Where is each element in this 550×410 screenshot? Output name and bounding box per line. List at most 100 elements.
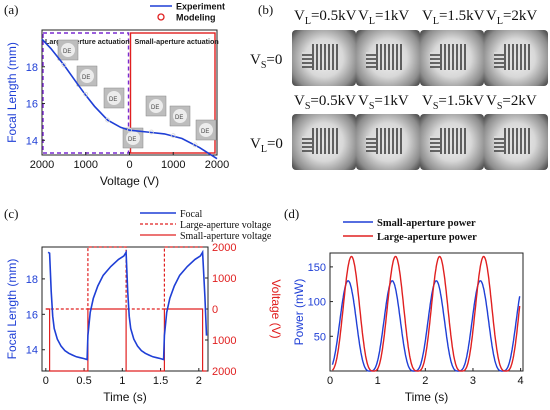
photo-column-label-top: VL=0.5kV xyxy=(294,8,357,27)
x-tick-label-a: 1000 xyxy=(74,159,98,171)
resolution-target xyxy=(312,128,338,154)
x-tick-label-a: 2000 xyxy=(30,159,54,171)
x-tick-label-a: 1000 xyxy=(161,159,185,171)
y-tick-label-c: 16 xyxy=(26,309,38,321)
thumbnail-lens xyxy=(126,131,140,145)
annotation-small-aperture: Small-aperture actuation xyxy=(135,37,219,46)
chart-a: Large-aperture actuation Small-aperture a… xyxy=(5,2,229,189)
x-tick-label-d: 1 xyxy=(375,375,381,387)
y-tick-label-a: 14 xyxy=(26,135,38,147)
thumbnail-text: DE xyxy=(151,105,159,111)
panel-label-a: (a) xyxy=(4,2,19,17)
thumbnail-text: DE xyxy=(63,49,71,55)
y-tick-label-c: 18 xyxy=(26,274,38,286)
photo-column-label-top: VL=1kV xyxy=(358,8,410,27)
x-tick-label-c: 1.5 xyxy=(153,375,168,387)
y-tick-label-a: 16 xyxy=(26,99,38,111)
x-tick-label-c: 0 xyxy=(43,375,49,387)
lens-photo xyxy=(292,114,356,170)
photo-column-label-bottom: VS=1.5kV xyxy=(422,93,484,112)
x-tick-label-d: 4 xyxy=(518,375,524,387)
y2-tick-label-c: 1000 xyxy=(212,335,236,347)
y-tick-label-d: 100 xyxy=(308,297,326,309)
resolution-target xyxy=(312,44,338,70)
modeling-point xyxy=(83,91,89,97)
thumbnail-text: DE xyxy=(201,129,209,135)
x-tick-label-d: 2 xyxy=(422,375,428,387)
thumbnail-lens xyxy=(80,69,94,83)
lens-thumbnail: DE xyxy=(76,65,98,87)
photo-grid: VL=0.5kV VL=1kV VL=1.5kV VL=2kV VS=0.5kV VS=1… xyxy=(248,0,550,185)
legend-label-experiment: Experiment xyxy=(176,2,225,12)
lens-thumbnail: DE xyxy=(169,105,191,127)
photo-column-label-top: VL=1.5kV xyxy=(422,8,485,27)
resolution-bars xyxy=(494,52,504,68)
lens-photo xyxy=(356,30,420,86)
series-line-large-aperture-voltage xyxy=(45,246,203,310)
legend-label-c: Focal xyxy=(180,209,202,220)
panel-label-d: (d) xyxy=(284,206,300,221)
x-axis-label-d: Time (s) xyxy=(405,390,449,404)
thumbnail-lens xyxy=(107,91,121,105)
x-tick-label-a: 2000 xyxy=(205,159,229,171)
lens-photo xyxy=(420,114,484,170)
thumbnail-text: DE xyxy=(82,75,90,81)
legend-label-small-aperture-power: Small-aperture power xyxy=(377,218,476,229)
lens-thumbnail: DE xyxy=(122,127,144,149)
legend-label-large-aperture-power: Large-aperture power xyxy=(377,232,477,243)
resolution-target xyxy=(504,128,530,154)
y-axis-label-c: Focal Length (mm) xyxy=(5,259,19,360)
series-line-large-aperture-power xyxy=(331,255,521,372)
annotation-large-aperture: Large-aperture actuation xyxy=(45,37,130,46)
resolution-target xyxy=(440,44,466,70)
thumbnail-lens xyxy=(61,43,75,57)
y-tick-label-d: 150 xyxy=(308,262,326,274)
y-tick-label-c: 14 xyxy=(26,345,38,357)
series-line-small-aperture-power xyxy=(331,280,521,372)
series-line-small-aperture-voltage xyxy=(45,308,207,372)
resolution-bars xyxy=(494,136,504,152)
resolution-bars xyxy=(366,52,376,68)
modeling-point xyxy=(105,117,111,123)
modeling-point xyxy=(127,127,132,133)
chart-d: 0 1 2 3 4 50 100 150 Time (s) Power (mW) Small-ape… xyxy=(292,218,524,404)
thumbnail-lens xyxy=(199,123,213,137)
photo-row-label-vs: VS=0 xyxy=(250,52,283,71)
y2-axis-label-c: Voltage (V) xyxy=(269,279,283,338)
y-axis-label-d: Power (mW) xyxy=(292,279,306,346)
modeling-point xyxy=(148,129,154,135)
y-axis-label-a: Focal Length (mm) xyxy=(5,42,19,143)
x-tick-label-c: 2 xyxy=(196,375,202,387)
y2-tick-label-c: 1000 xyxy=(212,273,236,285)
x-axis-label-c: Time (s) xyxy=(103,390,147,404)
y2-tick-label-c: 0 xyxy=(212,304,218,316)
lens-thumbnail: DE xyxy=(195,119,217,141)
lens-photo xyxy=(292,30,356,86)
modeling-point xyxy=(192,142,198,148)
x-tick-label-a: 0 xyxy=(126,159,132,171)
lens-photo xyxy=(356,114,420,170)
resolution-bars xyxy=(430,136,440,152)
series-line-focal xyxy=(47,249,208,361)
resolution-target xyxy=(376,44,402,70)
modeling-point xyxy=(170,133,176,139)
legend-marker-modeling xyxy=(157,13,165,21)
resolution-bars xyxy=(302,52,312,68)
x-tick-label-d: 0 xyxy=(327,375,333,387)
thumbnail-text: DE xyxy=(109,97,117,103)
legend-label-c: Small-aperture voltage xyxy=(180,231,272,242)
x-tick-label-c: 1 xyxy=(119,375,125,387)
y-tick-label-d: 50 xyxy=(314,331,326,343)
modeling-point xyxy=(61,62,67,68)
photo-column-label-bottom: VS=0.5kV xyxy=(294,93,356,112)
series-line-experiment xyxy=(41,38,218,160)
panel-label-b: (b) xyxy=(258,2,274,17)
resolution-target xyxy=(504,44,530,70)
photo-column-label-bottom: VS=2kV xyxy=(486,93,537,112)
legend-label-modeling: Modeling xyxy=(176,13,216,23)
legend-label-c: Large-aperture voltage xyxy=(180,220,272,231)
x-axis-label-a: Voltage (V) xyxy=(100,174,159,188)
thumbnail-lens xyxy=(173,109,187,123)
thumbnail-text: DE xyxy=(175,115,183,121)
photo-row-label-vl: VL=0 xyxy=(250,136,283,155)
